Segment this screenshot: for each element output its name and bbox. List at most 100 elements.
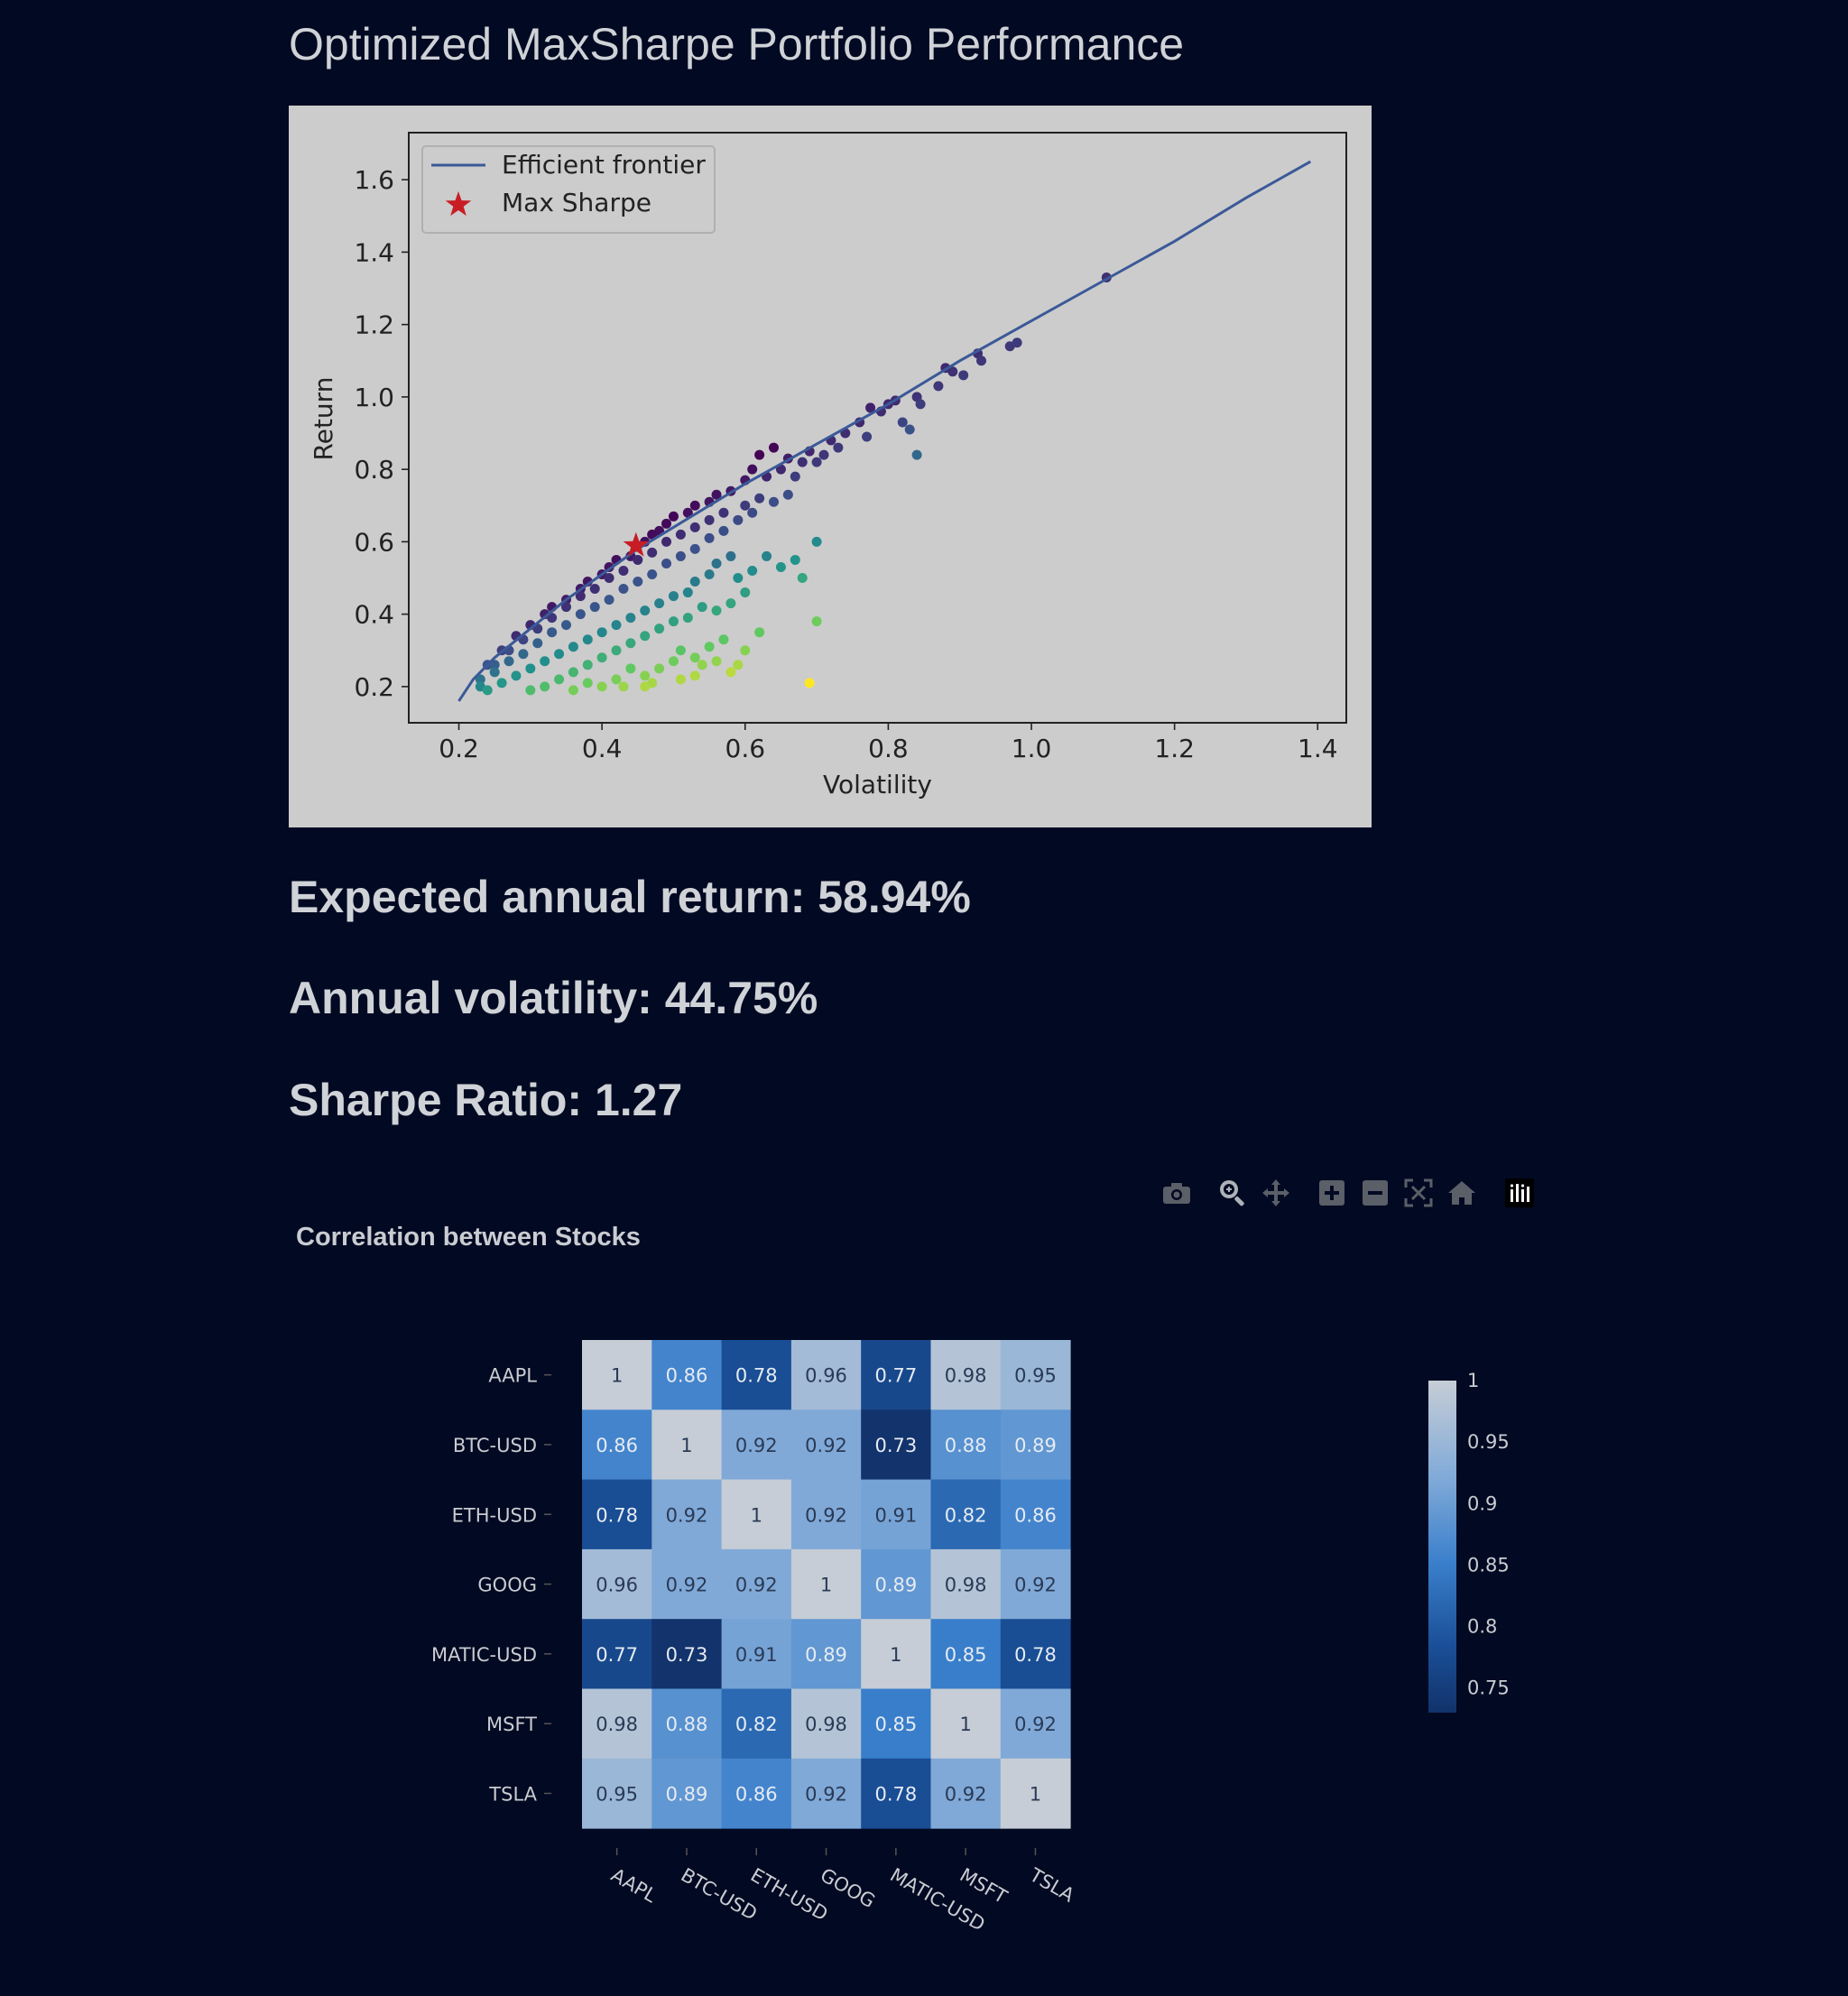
heatmap-x-label: ETH-USD [747,1864,832,1926]
heatmap-cell-label: 1 [890,1644,901,1666]
zoom-out-icon[interactable] [1354,1173,1397,1213]
portfolio-point [754,449,765,460]
heatmap-cell-label: 0.92 [666,1504,708,1526]
portfolio-point [862,431,873,442]
heatmap-cell-label: 0.73 [874,1435,917,1456]
portfolio-point [482,685,493,696]
heatmap-cell [1000,1758,1071,1829]
heatmap-cell [582,1758,652,1829]
heatmap-cell-label: 0.82 [735,1714,778,1735]
portfolio-point [754,627,765,638]
heatmap-y-label: TSLA [488,1783,537,1805]
x-tick-label: 0.2 [439,734,479,763]
y-axis-label: Return [309,377,338,461]
portfolio-point [489,667,500,678]
autoscale-icon[interactable] [1397,1173,1440,1213]
portfolio-point [747,464,758,475]
heatmap-cell-label: 1 [959,1714,971,1735]
plotly-logo-icon[interactable] [1498,1173,1541,1213]
reset-axes-icon[interactable] [1440,1173,1483,1213]
portfolio-point [625,613,636,624]
portfolio-point [647,529,658,540]
portfolio-point [675,529,686,540]
portfolio-point [689,522,700,532]
portfolio-point [475,674,485,685]
portfolio-point [625,663,636,674]
heatmap-x-label: BTC-USD [677,1864,761,1925]
portfolio-point [640,681,651,692]
heatmap-cell [790,1548,862,1620]
heatmap-cell [790,1619,862,1689]
portfolio-point [811,536,822,547]
heatmap-x-label: TSLA [1025,1863,1078,1907]
portfolio-point [689,670,700,681]
heatmap-y-label: GOOG [477,1575,537,1596]
portfolio-point [525,663,536,674]
portfolio-point [668,591,679,602]
portfolio-point [740,500,751,511]
portfolio-point [540,681,550,692]
portfolio-point [682,507,693,518]
pan-icon[interactable] [1254,1173,1298,1213]
heatmap-cell-label: 0.78 [735,1365,778,1387]
portfolio-point [704,568,715,579]
heatmap-cell-label: 0.98 [805,1714,847,1735]
heatmap-cell-label: 0.78 [874,1783,917,1805]
portfolio-point [733,573,744,584]
heatmap-cell [721,1479,792,1550]
portfolio-point [596,681,607,692]
portfolio-point [647,568,658,579]
portfolio-point [718,525,729,536]
heatmap-title: Correlation between Stocks [296,1223,641,1252]
max-sharpe-marker [623,531,650,557]
heatmap-cell-label: 1 [611,1365,623,1387]
colorbar-tick-label: 0.8 [1467,1616,1497,1638]
heatmap-cell-label: 1 [820,1575,832,1596]
portfolio-point [797,573,808,584]
heatmap-cell [1000,1479,1071,1550]
portfolio-point [668,656,679,667]
colorbar-tick-label: 0.9 [1467,1492,1497,1514]
portfolio-point [640,605,651,616]
portfolio-point [711,605,722,616]
portfolio-point [675,674,686,685]
portfolio-point [689,577,700,587]
heatmap-cell [861,1619,931,1689]
portfolio-point [654,598,665,609]
heatmap-cell-label: 0.92 [945,1783,987,1805]
portfolio-point [897,417,908,428]
heatmap-cell-label: 0.85 [945,1644,987,1666]
portfolio-point [733,514,744,525]
x-tick-label: 1.2 [1154,734,1195,763]
y-tick-label: 1.4 [354,237,394,267]
portfolio-point [547,627,558,638]
heatmap-cell [582,1619,652,1689]
heatmap-cell [1000,1340,1071,1410]
heatmap-cell [930,1688,1002,1760]
portfolio-point [633,554,643,565]
camera-icon[interactable] [1155,1173,1198,1213]
portfolio-point [554,649,565,660]
y-tick-label: 0.4 [354,600,394,630]
heatmap-y-label: MSFT [486,1714,537,1735]
heatmap-cell-label: 0.89 [874,1575,917,1596]
heatmap-cell [930,1409,1002,1481]
heatmap-cell-label: 0.95 [1014,1365,1057,1387]
heatmap-cell [582,1688,652,1760]
heatmap-cell [1000,1688,1071,1760]
heatmap-y-label: BTC-USD [453,1435,537,1456]
legend-box [421,145,716,234]
plot-area [408,132,1347,724]
portfolio-point [768,442,779,453]
heatmap-cell [861,1758,931,1829]
heatmap-cell [861,1409,931,1481]
zoom-icon[interactable] [1211,1173,1254,1213]
heatmap-cell [582,1479,652,1550]
portfolio-point [604,595,614,605]
zoom-in-icon[interactable] [1310,1173,1354,1213]
portfolio-point [733,660,744,670]
y-tick-label: 0.2 [354,672,394,702]
heatmap-cell [651,1479,723,1550]
portfolio-point [640,670,651,681]
x-axis-label: Volatility [823,770,932,799]
